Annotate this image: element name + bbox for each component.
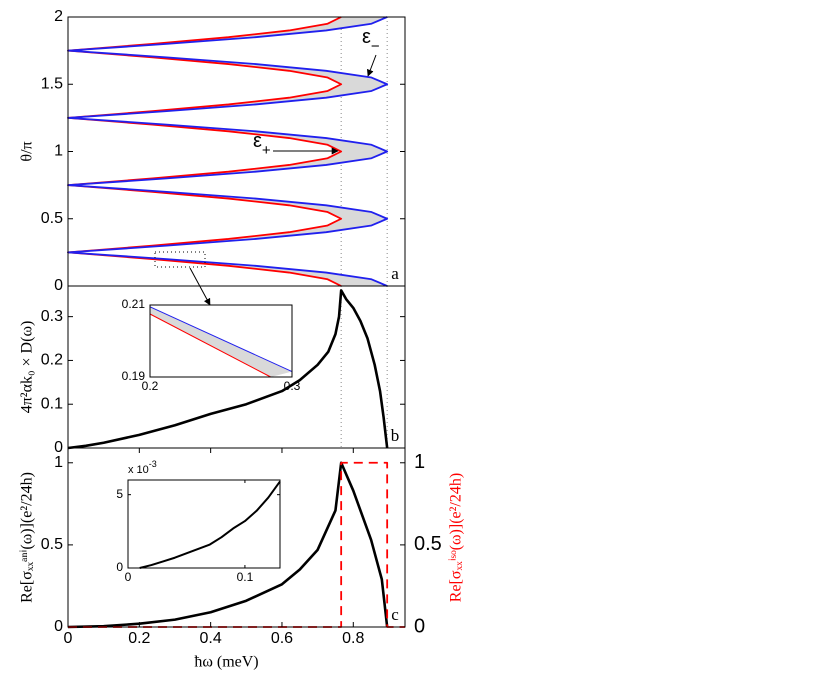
y-tick-label: 0 — [54, 277, 63, 294]
y2-axis-label: Re[σₓₓⁱˢᵒ(ω)](e²/24h) — [448, 473, 465, 602]
y-tick-label: 0.1 — [41, 395, 63, 412]
series-line — [67, 461, 389, 629]
y-tick-label: 0 — [54, 439, 63, 456]
y-tick-label: 0.5 — [41, 210, 63, 227]
plot-frame — [149, 304, 293, 378]
x-tick-label: 0.4 — [200, 630, 222, 647]
panel-label: a — [391, 264, 399, 283]
x-axis-label: ħω (meV) — [194, 654, 258, 671]
plot-frame — [67, 447, 406, 628]
y-tick-label: 0 — [116, 560, 123, 574]
x-tick-label: 0 — [125, 570, 132, 584]
zoom-box — [154, 251, 206, 268]
annotation: ε+ — [253, 130, 271, 159]
x-tick-label: 0.8 — [342, 630, 364, 647]
x-tick-label: 0.6 — [271, 630, 293, 647]
y-axis-label: Re[σₓₓᵃⁿⁱ(ω)](e²/24h) — [19, 472, 36, 603]
series-line — [67, 16, 343, 287]
y2-tick-label: 1 — [414, 451, 425, 473]
series-line — [139, 480, 281, 569]
y-tick-label: 0.21 — [122, 297, 146, 311]
x-tick-label: 0.3 — [284, 379, 301, 393]
series-line — [149, 313, 271, 378]
panel-label: c — [391, 605, 399, 624]
annotation-arrow — [366, 54, 377, 77]
y2-tick-label: 0 — [414, 615, 425, 637]
axis-exponent: x 10-3 — [128, 459, 157, 476]
y-tick-label: 0.2 — [41, 352, 63, 369]
y-tick-label: 1 — [54, 143, 63, 160]
y2-tick-label: 0.5 — [414, 533, 442, 555]
zoom-arrow — [189, 267, 211, 306]
series-line — [149, 306, 293, 373]
plot-frame — [127, 479, 281, 569]
axis-exponent-base: x 10 — [128, 464, 149, 476]
inset-background — [128, 480, 280, 568]
y-tick-label: 1.5 — [41, 75, 63, 92]
y-tick-label: 0 — [54, 618, 63, 635]
annotations: ε+ ε− — [154, 26, 380, 306]
y-axis-label: θ/π — [19, 141, 36, 161]
y-tick-label: 0.5 — [41, 536, 63, 553]
axis-exponent-power: -3 — [149, 459, 157, 469]
x-tick-label: 0 — [64, 630, 73, 647]
series-line — [67, 16, 389, 287]
x-tick-label: 0.2 — [142, 379, 159, 393]
x-tick-label: 0.1 — [237, 570, 254, 584]
annotation: ε− — [362, 26, 380, 55]
y-tick-label: 0.3 — [41, 308, 63, 325]
y-tick-label: 1 — [54, 454, 63, 471]
y-tick-label: 5 — [116, 487, 123, 501]
panel-label: b — [391, 426, 400, 445]
y-axis-label: 4π²αk₀ × D(ω) — [19, 321, 36, 414]
series-line — [67, 289, 389, 450]
x-tick-label: 0.2 — [128, 630, 150, 647]
shaded-region — [150, 306, 292, 377]
y-tick-label: 0.19 — [122, 369, 146, 383]
y-tick-label: 2 — [54, 8, 63, 25]
